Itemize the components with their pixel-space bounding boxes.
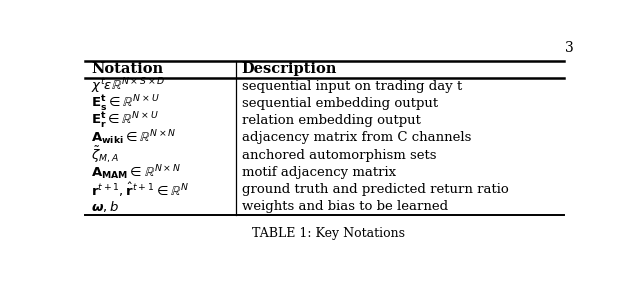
Text: anchored automorphism sets: anchored automorphism sets [242,148,436,162]
Text: $\boldsymbol{\omega},b$: $\boldsymbol{\omega},b$ [91,199,119,214]
Text: 3: 3 [564,41,573,55]
Text: $\mathbf{r}^{t+1},\hat{\mathbf{r}}^{t+1} \in \mathbb{R}^{N}$: $\mathbf{r}^{t+1},\hat{\mathbf{r}}^{t+1}… [91,180,189,199]
Text: $\tilde{\zeta}_{M,A}$: $\tilde{\zeta}_{M,A}$ [91,145,119,165]
Text: $\mathbf{E}_{\mathbf{r}}^{\mathbf{t}} \in \mathbb{R}^{N\times U}$: $\mathbf{E}_{\mathbf{r}}^{\mathbf{t}} \i… [91,111,159,131]
Text: motif adjacency matrix: motif adjacency matrix [242,166,396,179]
Text: weights and bias to be learned: weights and bias to be learned [242,200,448,213]
Text: TABLE 1: Key Notations: TABLE 1: Key Notations [252,227,404,241]
Text: $\mathbf{E}_{\mathbf{s}}^{\mathbf{t}} \in \mathbb{R}^{N\times U}$: $\mathbf{E}_{\mathbf{s}}^{\mathbf{t}} \i… [91,93,159,113]
Text: sequential input on trading day t: sequential input on trading day t [242,80,462,93]
Text: adjacency matrix from C channels: adjacency matrix from C channels [242,131,471,144]
Text: $\mathbf{A}_{\mathbf{MAM}} \in \mathbb{R}^{N\times N}$: $\mathbf{A}_{\mathbf{MAM}} \in \mathbb{R… [91,163,181,182]
Text: $\mathbf{A}_{\mathbf{wiki}} \in \mathbb{R}^{N\times N}$: $\mathbf{A}_{\mathbf{wiki}} \in \mathbb{… [91,129,177,147]
Text: $\chi^t\epsilon\mathbb{R}^{N\times S\times D}$: $\chi^t\epsilon\mathbb{R}^{N\times S\tim… [91,76,165,96]
Text: relation embedding output: relation embedding output [242,114,420,127]
Text: Notation: Notation [91,62,163,76]
Text: Description: Description [242,62,337,76]
Text: ground truth and predicted return ratio: ground truth and predicted return ratio [242,183,508,196]
Text: sequential embedding output: sequential embedding output [242,97,438,110]
